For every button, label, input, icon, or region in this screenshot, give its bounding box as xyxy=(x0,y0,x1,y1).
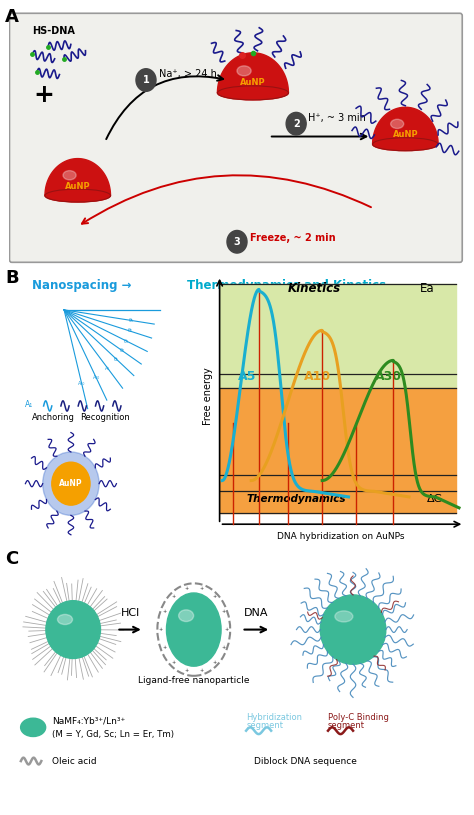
Text: Free energy: Free energy xyxy=(203,367,213,425)
Text: (M = Y, Gd, Sc; Ln = Er, Tm): (M = Y, Gd, Sc; Ln = Er, Tm) xyxy=(52,729,174,738)
Ellipse shape xyxy=(57,615,73,624)
Text: H⁺, ~ 3 min: H⁺, ~ 3 min xyxy=(309,112,366,122)
Text: HCl: HCl xyxy=(120,607,140,618)
Text: HS-DNA: HS-DNA xyxy=(32,26,75,36)
Ellipse shape xyxy=(373,138,438,151)
Polygon shape xyxy=(218,53,288,93)
Text: Recognition: Recognition xyxy=(80,412,130,421)
Text: Ligand-free nanoparticle: Ligand-free nanoparticle xyxy=(138,676,249,685)
Text: A₁: A₁ xyxy=(26,400,34,409)
Circle shape xyxy=(46,601,100,659)
Circle shape xyxy=(52,462,90,505)
Bar xyxy=(219,388,456,513)
Text: θ₂: θ₂ xyxy=(127,328,132,333)
Text: A30: A30 xyxy=(375,369,402,382)
Text: 2: 2 xyxy=(293,119,300,129)
Text: θ₅: θ₅ xyxy=(114,357,119,362)
Ellipse shape xyxy=(45,189,110,202)
Text: A₃₀: A₃₀ xyxy=(78,381,85,386)
Ellipse shape xyxy=(63,170,76,180)
Ellipse shape xyxy=(21,718,46,737)
Ellipse shape xyxy=(179,610,194,622)
Text: +: + xyxy=(162,645,166,650)
Text: +: + xyxy=(171,660,175,665)
Text: Freeze, ~ 2 min: Freeze, ~ 2 min xyxy=(250,233,336,243)
Text: Hybridization: Hybridization xyxy=(246,713,302,722)
Text: AuNP: AuNP xyxy=(392,130,418,139)
Polygon shape xyxy=(373,108,438,144)
Ellipse shape xyxy=(237,66,251,76)
Text: θ₄: θ₄ xyxy=(119,348,124,353)
Text: Anchoring: Anchoring xyxy=(32,412,75,421)
Text: A₁₀: A₁₀ xyxy=(92,375,100,380)
Bar xyxy=(219,284,456,388)
Text: +: + xyxy=(33,83,54,108)
Text: 1: 1 xyxy=(143,75,149,85)
Text: +: + xyxy=(221,645,225,650)
Text: +: + xyxy=(184,586,189,591)
Circle shape xyxy=(227,231,247,253)
Text: Ea: Ea xyxy=(420,282,435,295)
Text: Kinetics: Kinetics xyxy=(288,282,341,295)
Text: +: + xyxy=(199,586,203,591)
Text: AuNP: AuNP xyxy=(240,78,266,87)
Text: +: + xyxy=(221,609,225,614)
Text: C: C xyxy=(5,550,18,568)
Text: ΔG: ΔG xyxy=(427,495,444,504)
Text: +: + xyxy=(159,627,163,632)
Circle shape xyxy=(43,452,99,515)
Text: NaMF₄:Yb³⁺/Ln³⁺: NaMF₄:Yb³⁺/Ln³⁺ xyxy=(52,716,125,725)
Text: +: + xyxy=(212,660,216,665)
Text: A: A xyxy=(5,8,19,26)
Text: +: + xyxy=(171,594,175,599)
Ellipse shape xyxy=(166,593,221,666)
Text: B: B xyxy=(5,269,18,287)
Text: Thermodynamics and Kinetics: Thermodynamics and Kinetics xyxy=(187,280,386,292)
Text: A₅: A₅ xyxy=(105,366,110,371)
Text: segment: segment xyxy=(328,721,365,730)
Text: DNA hybridization on AuNPs: DNA hybridization on AuNPs xyxy=(277,531,404,540)
Text: +: + xyxy=(225,627,228,632)
Text: +: + xyxy=(199,668,203,673)
Text: A5: A5 xyxy=(238,369,256,382)
Circle shape xyxy=(320,595,386,664)
Text: 3: 3 xyxy=(234,237,240,247)
Text: Na⁺, > 24 h: Na⁺, > 24 h xyxy=(159,69,217,79)
Circle shape xyxy=(136,68,156,91)
Ellipse shape xyxy=(335,611,353,622)
Text: Nanospacing →: Nanospacing → xyxy=(32,280,132,292)
Text: Thermodynamics: Thermodynamics xyxy=(246,495,346,504)
Text: θ₃: θ₃ xyxy=(124,338,129,344)
Ellipse shape xyxy=(218,86,288,100)
Text: +: + xyxy=(212,594,216,599)
Text: Diblock DNA sequence: Diblock DNA sequence xyxy=(254,756,357,765)
Text: AuNP: AuNP xyxy=(65,182,91,191)
Ellipse shape xyxy=(391,119,404,129)
Text: A10: A10 xyxy=(304,369,331,382)
Text: AuNP: AuNP xyxy=(59,479,83,488)
Text: segment: segment xyxy=(246,721,283,730)
Polygon shape xyxy=(45,159,110,196)
Text: DNA: DNA xyxy=(244,607,268,618)
Text: +: + xyxy=(162,609,166,614)
Text: Oleic acid: Oleic acid xyxy=(52,756,96,765)
Text: +: + xyxy=(184,668,189,673)
FancyBboxPatch shape xyxy=(9,13,462,262)
Circle shape xyxy=(286,112,306,135)
Text: θ₁: θ₁ xyxy=(129,318,134,323)
Text: Poly-C Binding: Poly-C Binding xyxy=(328,713,389,722)
